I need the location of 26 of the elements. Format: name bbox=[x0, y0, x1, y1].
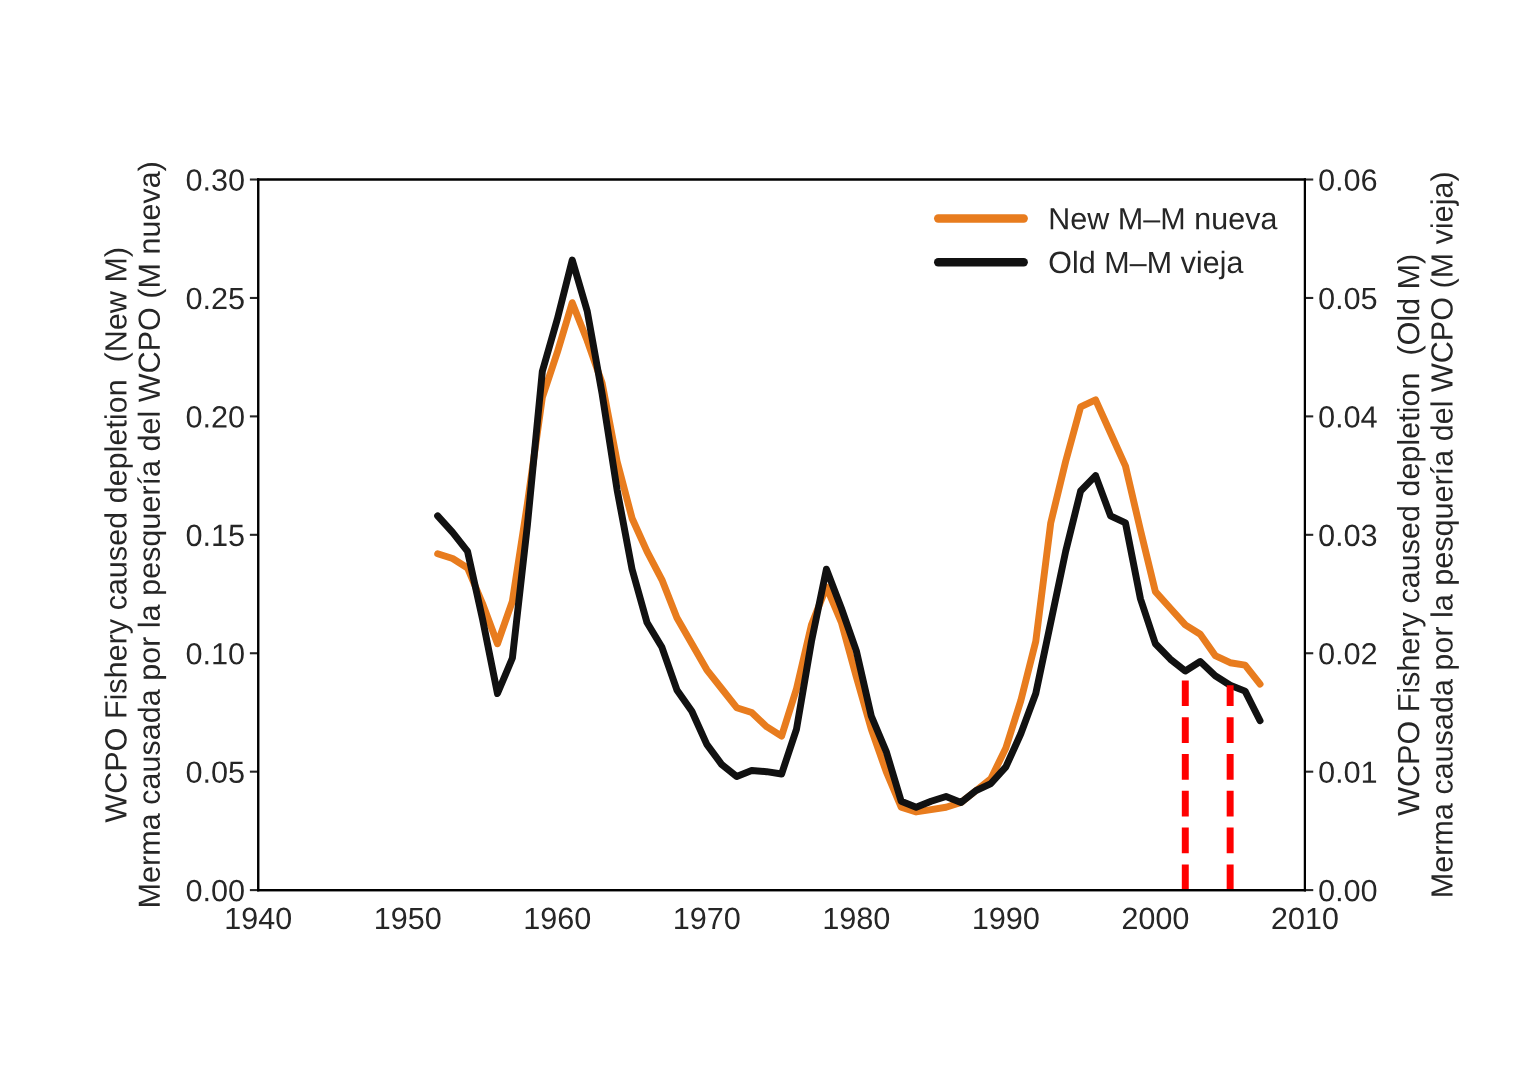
y2-tick-label: 0.06 bbox=[1319, 169, 1377, 191]
x-tick-label: 1950 bbox=[376, 907, 441, 930]
x-tick-label: 1980 bbox=[824, 907, 890, 930]
x-tick-label: 2010 bbox=[1272, 907, 1338, 930]
y2-tick-label: 0.05 bbox=[1319, 287, 1377, 310]
y-tick-label: 0.00 bbox=[186, 879, 244, 902]
x-tick-label: 1990 bbox=[974, 907, 1039, 930]
y-tick-label: 0.30 bbox=[186, 169, 244, 191]
x-tick-label: 1940 bbox=[226, 907, 292, 930]
x-tick-label: 1970 bbox=[675, 907, 740, 930]
x-tick-label: 1960 bbox=[525, 907, 591, 930]
y2-tick-label: 0.01 bbox=[1319, 761, 1377, 784]
y-axis-title: WCPO Fishery caused depletion (New M) Merma causada por la pesquería del WCPO (M nueva) bbox=[104, 163, 167, 906]
y2-tick-label: 0.00 bbox=[1319, 879, 1377, 902]
x-tick-label: 2000 bbox=[1122, 907, 1189, 930]
y2-tick-label: 0.03 bbox=[1319, 524, 1377, 547]
legend-label: Old M–M vieja bbox=[1049, 250, 1244, 280]
y-tick-label: 0.05 bbox=[186, 761, 244, 784]
y-tick-label: 0.25 bbox=[186, 287, 244, 310]
y-tick-label: 0.20 bbox=[186, 406, 244, 428]
y-tick-label: 0.15 bbox=[186, 524, 244, 547]
y-tick-label: 0.10 bbox=[186, 642, 244, 665]
y2-tick-label: 0.02 bbox=[1319, 642, 1377, 665]
y2-tick-label: 0.04 bbox=[1319, 406, 1377, 428]
y2-axis-title: WCPO Fishery caused depletion (Old M) Merma causada por la pesquería del WCPO (M vieja) bbox=[1397, 173, 1459, 896]
legend-label: New M–M nueva bbox=[1050, 208, 1278, 230]
